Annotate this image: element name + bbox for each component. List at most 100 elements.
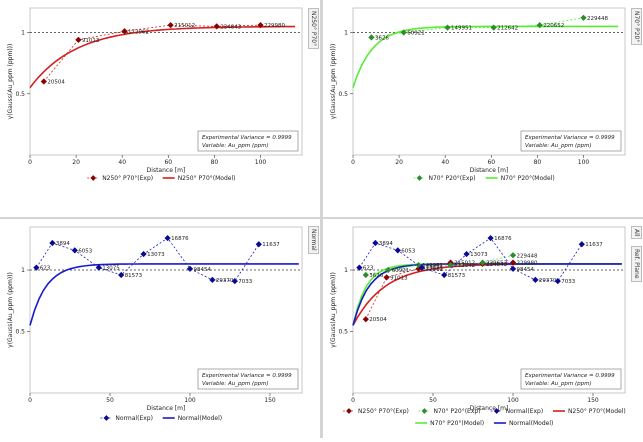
y-axis-label: γ(Gauss(Au_ppm (ppm))) [330,44,337,120]
point-count-label: 229448 [587,16,608,22]
point-count-label: 623 [363,266,374,272]
point-count-label: 81573 [448,273,466,279]
point-count-label: 13073 [147,252,165,258]
point-count-label: 60921 [392,268,410,274]
legend-label: Normal(Exp) [115,415,153,422]
point-count-label: 91013 [390,275,408,281]
y-axis-label: γ(Gauss(Au_ppm (ppm))) [7,44,14,120]
x-tick-label: 150 [264,397,276,404]
experimental-variance: Experimental Variance = 0.9999 [525,373,615,379]
y-tick-label: 0.5 [15,329,25,336]
point-count-label: 7033 [238,279,252,285]
point-count-label: 172962 [128,29,149,35]
x-tick-label: 0 [351,397,355,404]
x-tick-label: 100 [184,397,196,404]
data-point [447,262,454,269]
point-count-label: 234843 [220,24,241,30]
x-tick-label: 60 [164,159,172,166]
chart-bottom-left: 0 50 100 150 0.5 1 Distance [m] γ(Gauss(Au_ppm … [7,226,303,422]
legend-label: N70° P20°(Model) [501,175,555,182]
point-count-label: 3626 [369,273,383,279]
point-count-label: 229448 [517,253,538,259]
legend-label: Normal(Model) [178,415,222,422]
point-count-label: 20504 [369,317,387,323]
point-count-label: 11637 [262,242,280,248]
tab-n250-p70[interactable]: N250° P70° [308,8,319,50]
legend-label: N70° P20°(Model) [430,420,484,427]
y-tick-label: 1 [21,30,25,37]
legend-label: N250° P70°(Model) [568,408,626,415]
tab-all[interactable]: All [631,226,642,240]
y-tick-label: 1 [344,30,348,37]
point-count-label: 98454 [517,267,535,273]
panel-top-right: 0 20 40 60 80 100 0.5 1 Distance [m] γ(Gauss(Au_p… [323,0,643,217]
model-curve [352,25,619,88]
variable-name: Variable: Au_ppm (ppm) [202,381,269,387]
chart-top-left: 0 20 40 60 80 100 0.5 1 Distance [m] γ(Gauss(Au_p… [7,7,303,182]
point-count-label: 13073 [470,252,488,258]
plot-area [29,226,303,394]
x-tick-label: 80 [534,159,542,166]
legend-marker [421,408,428,414]
plot-area [352,226,626,394]
point-count-label: 60921 [407,31,425,37]
point-count-label: 20504 [47,80,65,86]
variable-name: Variable: Au_ppm (ppm) [525,143,592,149]
experimental-variance: Experimental Variance = 0.9999 [525,135,615,141]
model-curve [29,25,296,89]
data-point [75,36,82,43]
point-count-label: 172962 [422,267,443,273]
point-count-label: 215012 [454,261,475,267]
point-count-label: 16876 [494,236,512,242]
point-count-label: 149951 [422,263,443,269]
chart-top-right: 0 20 40 60 80 100 0.5 1 Distance [m] γ(Gauss(Au_p… [330,7,626,182]
panel-bottom-left: 0 50 100 150 0.5 1 Distance [m] γ(Gauss(Au_ppm … [0,219,320,438]
info-box [520,368,622,390]
x-tick-label: 0 [28,397,32,404]
legend-label: Normal(Model) [509,420,553,427]
legend-label: N70° P20°(Exp) [433,408,480,415]
experimental-variance: Experimental Variance = 0.9999 [202,135,292,141]
point-count-label: 29370 [539,278,557,284]
point-count-label: 234843 [486,262,507,268]
x-tick-label: 60 [487,159,495,166]
y-axis-label: γ(Gauss(Au_ppm (ppm))) [7,272,14,348]
point-count-label: 3626 [375,35,389,41]
point-count-label: 7033 [561,279,575,285]
point-count-label: 81573 [125,273,143,279]
point-count-label: 13075 [425,266,443,272]
variable-name: Variable: Au_ppm (ppm) [525,381,592,387]
x-tick-label: 100 [578,159,590,166]
vertical-splitter[interactable] [320,0,323,438]
x-tick-label: 50 [429,397,437,404]
model-curve [29,263,299,326]
point-count-label: 11637 [585,242,603,248]
legend-marker [346,408,352,414]
point-count-label: 3894 [56,241,70,247]
legend-label: N250° P70°(Exp) [358,408,409,415]
x-tick-label: 40 [441,159,449,166]
point-count-label: 220652 [543,23,564,29]
legend-marker [416,175,423,181]
tab-normal[interactable]: Normal [308,226,319,254]
point-count-label: 29370 [216,278,234,284]
tab-ref-plane[interactable]: Ref. Plane [631,246,642,282]
x-tick-label: 80 [211,159,219,166]
info-box [520,130,622,152]
data-point [40,78,47,85]
y-axis-label: γ(Gauss(Au_ppm (ppm))) [330,272,337,348]
point-count-label: 98454 [194,267,212,273]
data-point [186,265,194,272]
x-axis-label: Distance [m] [147,405,186,412]
x-tick-label: 20 [72,159,80,166]
panel-bottom-right: 0 50 100 150 0.5 1 Distance [m] γ(Gauss(Au_ppm … [323,219,643,438]
point-count-label: 215012 [174,23,195,29]
x-tick-label: 20 [395,159,403,166]
point-count-label: 3894 [379,241,393,247]
point-count-label: 16876 [171,236,189,242]
chart-bottom-right: 0 50 100 150 0.5 1 Distance [m] γ(Gauss(Au_ppm … [330,226,626,427]
tab-n70-p20[interactable]: N70° P20° [631,8,642,46]
exp-line [371,17,584,38]
data-point [49,239,56,247]
y-tick-label: 0.5 [15,91,25,98]
